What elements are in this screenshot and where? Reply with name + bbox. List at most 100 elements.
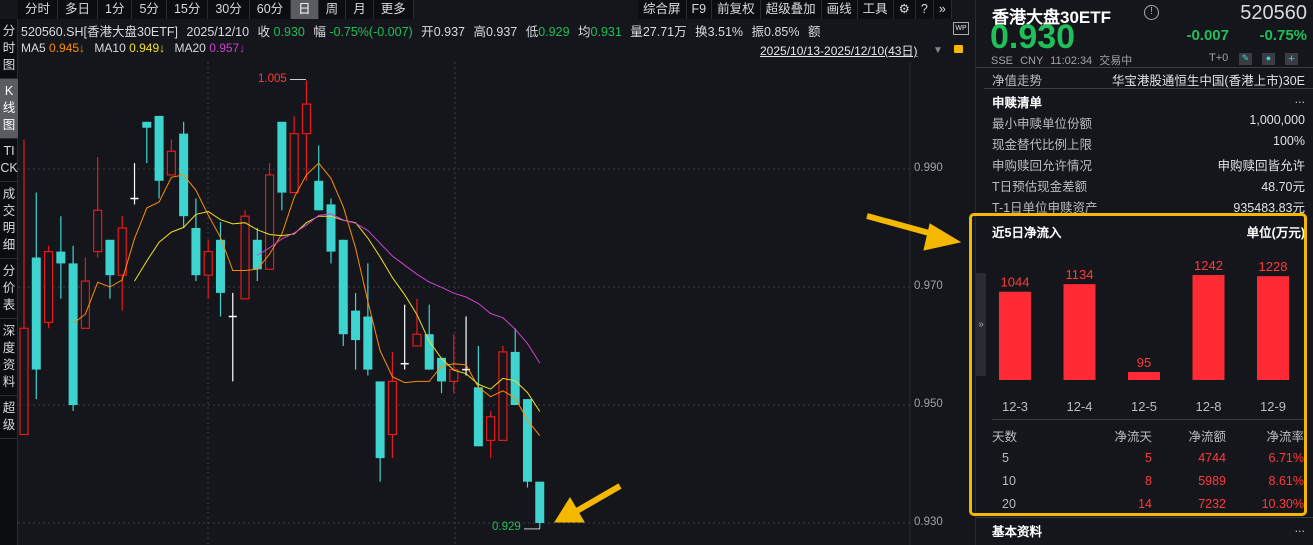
netflow-bar <box>1192 275 1225 380</box>
toolbar: 综合屏 F9 前复权 超级叠加 画线 工具 ⚙?» <box>638 0 952 19</box>
candle <box>80 257 91 329</box>
avg-label: 均 <box>578 25 591 39</box>
netflow-date-label: 12-9 <box>1260 399 1286 414</box>
basic-info-title: 基本资料 <box>992 525 1043 539</box>
netflow-value-label: 1228 <box>1259 259 1288 274</box>
nav-trend-row[interactable]: 净值走势 华宝港股通恒生中国(香港上市)30E <box>992 70 1305 89</box>
period-tab[interactable]: 5分 <box>132 0 167 19</box>
creation-value: 100% <box>1273 134 1305 148</box>
netflow-cell: 20 <box>1002 497 1016 511</box>
sidebar-view-tab[interactable]: TICK <box>0 139 18 182</box>
sidebar-view-tab[interactable]: K线图 <box>0 79 18 139</box>
candle <box>31 192 41 400</box>
netflow-cell: 5989 <box>1198 474 1226 488</box>
min-price-label: 0.929 <box>492 521 521 533</box>
candle <box>68 245 78 411</box>
edit-icon[interactable]: ✎ <box>1239 53 1252 65</box>
netflow-table-row: 20 14 7232 10.30% <box>992 497 1304 511</box>
candle <box>326 198 336 264</box>
sidebar-view-tab[interactable]: 深度资料 <box>0 319 18 396</box>
period-tab[interactable]: 月 <box>346 0 374 19</box>
tool-button[interactable]: 超级叠加 <box>761 0 822 19</box>
view-sidebar: 分时图 K线图 TICK 成交明细 分价表 深度资料 超级 <box>0 19 18 545</box>
sidebar-view-tab[interactable]: 分价表 <box>0 259 18 319</box>
volume-label: 量 <box>630 25 643 39</box>
low-label: 低 <box>525 25 539 39</box>
sidebar-view-tab[interactable]: 分时图 <box>0 19 18 79</box>
help-icon[interactable]: ? <box>916 0 934 19</box>
sidebar-view-tab[interactable]: 超级 <box>0 396 18 439</box>
candle <box>462 316 471 376</box>
tool-button[interactable]: F9 <box>687 0 713 19</box>
period-tab[interactable]: 多日 <box>58 0 99 19</box>
netflow-cell: 天数 <box>992 430 1018 444</box>
creation-row: 申购赎回允许情况 申购赎回皆允许 <box>992 155 1305 174</box>
candle <box>252 228 262 282</box>
netflow-table-header: 天数 净流天 净流额 净流率 <box>992 426 1304 445</box>
dropdown-triangle-icon[interactable]: ▼ <box>933 45 943 56</box>
tool-button[interactable]: 前复权 <box>712 0 761 19</box>
candle <box>522 399 532 488</box>
info-icon[interactable]: ! <box>1144 5 1159 20</box>
add-icon[interactable]: + <box>1285 53 1298 65</box>
netflow-table-row: 10 8 5989 8.61% <box>992 474 1304 488</box>
gear-icon[interactable]: ⚙ <box>894 0 916 19</box>
unlock-icon[interactable] <box>954 45 963 53</box>
security-code: 520560.SH[香港大盘30ETF] <box>21 25 179 39</box>
quote-time: 11:02:34 <box>1050 55 1093 67</box>
candle <box>510 328 520 405</box>
creation-more-button[interactable]: ... <box>1294 92 1305 106</box>
period-tab[interactable]: 1分 <box>98 0 133 19</box>
expand-icon[interactable]: » <box>934 0 952 19</box>
netflow-bar-chart: 1044 12-3 1134 12-4 95 12-5 1242 12-8 1228 12-9 <box>999 258 1289 414</box>
bell-icon[interactable]: ● <box>1262 53 1275 65</box>
candle <box>142 121 152 164</box>
period-tab[interactable]: 周 <box>319 0 347 19</box>
netflow-cell: 10.30% <box>1261 497 1304 511</box>
max-price-label: 1.005 <box>258 73 287 85</box>
netflow-date-label: 12-4 <box>1066 399 1092 414</box>
turnover-value: 3.51% <box>707 25 744 39</box>
netflow-bar <box>1257 276 1289 380</box>
wp-icon[interactable]: WP <box>953 22 969 35</box>
quote-date: 2025/12/10 <box>186 25 250 39</box>
period-tab[interactable]: 分时 <box>18 0 59 19</box>
netflow-cell: 净流率 <box>1266 430 1304 444</box>
date-range-selector[interactable]: 2025/10/13-2025/12/10(43日) <box>760 44 918 58</box>
y-tick: 0.990 <box>914 162 943 174</box>
period-tab[interactable]: 15分 <box>167 0 209 19</box>
candle <box>240 210 250 300</box>
avg-value: 0.931 <box>590 25 622 39</box>
sidebar-view-tab[interactable]: 成交明细 <box>0 182 18 259</box>
candlestick-chart[interactable] <box>0 0 965 545</box>
netflow-highlight-box <box>969 213 1307 516</box>
period-tab[interactable]: 日 <box>291 0 319 19</box>
candle <box>215 222 225 317</box>
creation-key: 现金替代比例上限 <box>992 138 1093 152</box>
period-tab[interactable]: 30分 <box>208 0 250 19</box>
netflow-date-label: 12-8 <box>1195 399 1221 414</box>
tool-button[interactable]: 综合屏 <box>638 0 687 19</box>
period-tab[interactable]: 60分 <box>250 0 292 19</box>
creation-value: 935483.83元 <box>1233 201 1305 215</box>
period-tab[interactable]: 更多 <box>374 0 414 19</box>
high-label: 高 <box>473 25 486 39</box>
tool-button[interactable]: 工具 <box>858 0 894 19</box>
exchange: SSE <box>991 55 1014 67</box>
high-value: 0.937 <box>485 25 518 39</box>
ohlc-info-line: 520560.SH[香港大盘30ETF] 2025/12/10 收 0.930 … <box>21 21 826 40</box>
candle <box>191 198 201 282</box>
candle <box>338 239 348 346</box>
tool-button[interactable]: 画线 <box>822 0 858 19</box>
security-code-large: 520560 <box>1240 2 1307 24</box>
netflow-value-label: 95 <box>1137 355 1151 370</box>
netflow-cell: 净流额 <box>1188 430 1226 444</box>
netflow-cell: 7232 <box>1198 497 1226 511</box>
t0-label: T+0 <box>1209 52 1229 64</box>
netflow-cell: 6.71% <box>1268 451 1304 465</box>
basic-more-button[interactable]: ... <box>1294 521 1305 535</box>
arrow-to-netflow <box>866 213 962 251</box>
creation-title: 申赎清单 <box>992 96 1043 110</box>
open-value: 0.937 <box>433 25 465 39</box>
collapse-handle[interactable]: » <box>976 273 986 376</box>
